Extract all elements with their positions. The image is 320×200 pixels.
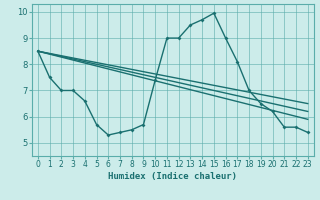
X-axis label: Humidex (Indice chaleur): Humidex (Indice chaleur): [108, 172, 237, 181]
